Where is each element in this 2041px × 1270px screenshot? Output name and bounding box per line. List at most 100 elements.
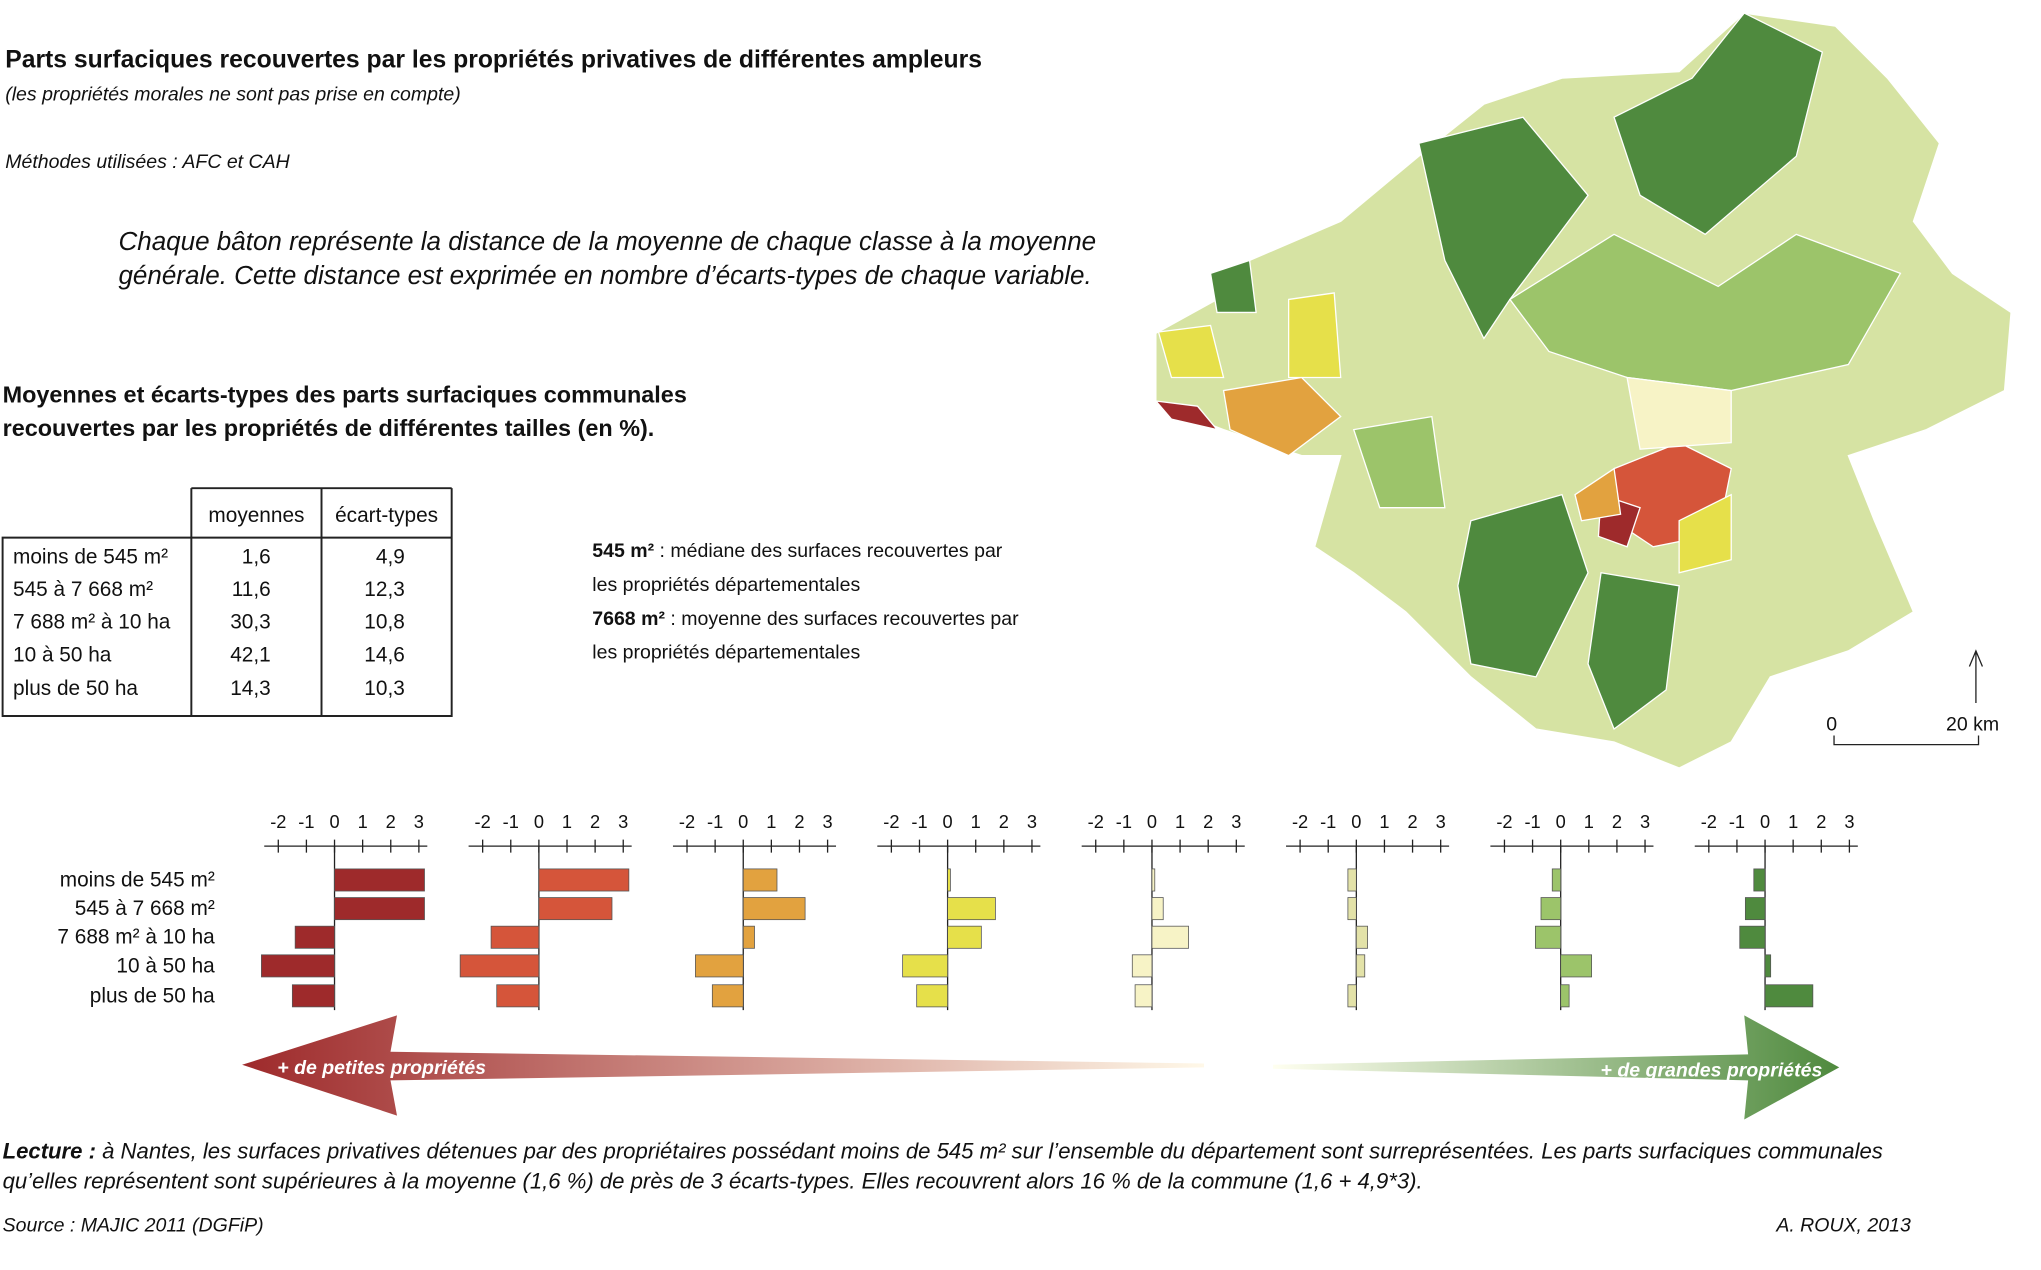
bar [947,897,996,921]
bar [1540,897,1562,921]
bar [902,954,948,978]
x-tick-label: -2 [1088,812,1104,832]
note: 545 m² : médiane des surfaces recouverte… [592,540,1003,562]
bar [1347,897,1357,921]
table-cell: 14,6 [364,643,405,666]
lecture-text: à Nantes, les surfaces privatives détenu… [96,1139,1883,1164]
x-tick-label: 0 [1351,812,1361,832]
category-label: 545 à 7 668 m² [75,897,215,920]
x-tick-label: -1 [707,812,723,832]
commune [1157,324,1225,379]
category-label: moins de 545 m² [60,868,215,891]
bar [1744,897,1766,921]
bar [291,984,335,1008]
lecture-label: Lecture : [3,1139,96,1164]
lecture: Lecture : à Nantes, les surfaces privati… [3,1139,1883,1164]
bar [459,954,540,978]
x-tick-label: 0 [1760,812,1770,832]
bar [1764,954,1772,978]
bar [711,984,744,1008]
bar [742,897,806,921]
bar [1560,954,1593,978]
x-tick-label: 2 [590,812,600,832]
source: Source : MAJIC 2011 (DGFiP) [3,1214,264,1236]
x-tick-label: 3 [823,812,833,832]
bar [1551,868,1562,892]
x-tick-label: 1 [562,812,572,832]
x-tick-label: 1 [971,812,981,832]
lecture-text: qu’elles représentent sont supérieures à… [3,1168,1423,1193]
table-cell: 14,3 [230,677,271,700]
bar [695,954,744,978]
x-tick-label: 1 [1584,812,1594,832]
bar [1355,954,1366,978]
table-cell: 4,9 [376,546,405,569]
bar [1739,925,1766,949]
bar [294,925,335,949]
x-tick-label: 1 [766,812,776,832]
x-tick-label: 2 [1407,812,1417,832]
map [1154,12,2012,769]
row-label: moins de 545 m² [13,546,168,569]
bar [1151,868,1156,892]
row-label: 545 à 7 668 m² [13,578,153,601]
row-label: 7 688 m² à 10 ha [13,611,171,634]
x-tick-label: 2 [1203,812,1213,832]
bar [538,868,630,892]
table-cell: 12,3 [364,578,405,601]
title: Parts surfaciques recouvertes par les pr… [5,47,982,74]
table-border [1,487,453,717]
commune [1209,259,1257,314]
category-label: plus de 50 ha [90,984,215,1007]
x-tick-label: 0 [738,812,748,832]
arrow-left [242,1015,1205,1116]
table-cell: 30,3 [230,611,271,634]
subtitle: (les propriétés morales ne sont pas pris… [5,83,461,105]
commune [1154,400,1219,431]
bar [334,868,425,892]
scale-label: 20 km [1946,713,1999,735]
commune [1222,376,1342,457]
bar [742,925,755,949]
x-tick-label: 0 [534,812,544,832]
commune [1508,233,1902,392]
bar [1134,984,1153,1008]
x-tick-label: 3 [1027,812,1037,832]
x-tick-label: 0 [329,812,339,832]
x-tick-label: 0 [943,812,953,832]
row-label: plus de 50 ha [13,677,138,700]
note: les propriétés départementales [592,574,860,596]
x-tick-label: 0 [1556,812,1566,832]
x-tick-label: 1 [358,812,368,832]
column-header: moyennes [208,504,304,527]
x-tick-label: 1 [1788,812,1798,832]
bar [1131,954,1153,978]
table [1,487,453,717]
x-tick-label: 0 [1147,812,1157,832]
x-tick-label: 1 [1379,812,1389,832]
bar [1534,925,1562,949]
note: les propriétés départementales [592,642,860,664]
bar [496,984,540,1008]
x-tick-label: -2 [883,812,899,832]
x-tick-label: -1 [1116,812,1132,832]
methods: Méthodes utilisées : AFC et CAH [5,151,290,173]
bar [1355,925,1368,949]
bar [947,868,951,892]
x-tick-label: -2 [475,812,491,832]
bar [916,984,948,1008]
note-term: 545 m² [592,540,654,562]
x-tick-label: 3 [1640,812,1650,832]
x-tick-label: -1 [298,812,314,832]
bar [538,897,613,921]
x-tick-label: 3 [618,812,628,832]
bar [490,925,540,949]
category-label: 7 688 m² à 10 ha [57,926,215,949]
map-area [1155,12,2012,769]
bar [1753,868,1766,892]
x-tick-label: -1 [1524,812,1540,832]
bar [1151,925,1189,949]
intro: générale. Cette distance est exprimée en… [118,260,1091,290]
x-tick-label: 2 [386,812,396,832]
